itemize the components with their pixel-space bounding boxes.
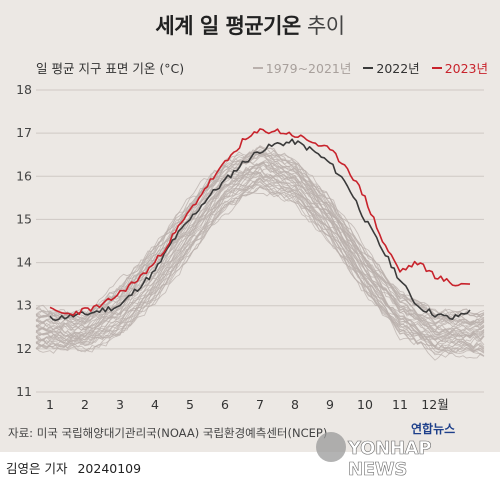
x-tick-label: 4 [151, 397, 159, 412]
legend-label-historical: 1979~2021년 [265, 61, 352, 76]
x-tick-label: 2 [81, 397, 89, 412]
logo-circle-icon [316, 432, 346, 462]
historical-line [35, 161, 485, 338]
logo-english: YONHAP NEWS [348, 438, 432, 480]
historical-line [35, 145, 485, 324]
yonhap-logo: 연합뉴스 YONHAP NEWS [316, 418, 494, 480]
chart-card [0, 0, 500, 452]
historical-line [35, 179, 485, 348]
x-tick-label: 6 [221, 397, 229, 412]
historical-line [35, 164, 485, 338]
historical-line [35, 181, 485, 354]
logo-korean: 연합뉴스 [411, 422, 456, 436]
x-tick-label: 3 [116, 397, 124, 412]
legend: 1979~2021년 2022년 2023년 [252, 58, 488, 77]
x-tick-label: 5 [186, 397, 194, 412]
legend-label-2023: 2023년 [444, 61, 488, 76]
series-2023-line [49, 128, 471, 317]
historical-line [35, 176, 485, 350]
x-tick-label: 11 [392, 397, 408, 412]
y-tick-label: 11 [16, 384, 32, 399]
y-tick-label: 18 [16, 82, 32, 97]
byline-author: 김영은 기자 [6, 461, 68, 476]
historical-line [35, 145, 485, 320]
legend-item-2023: 2023년 [431, 58, 488, 77]
byline-date: 20240109 [77, 461, 142, 476]
y-tick-label: 12 [16, 341, 32, 356]
chart-title: 세계 일 평균기온 추이 [0, 10, 500, 40]
x-tick-label: 12월 [421, 397, 448, 412]
series-2022-line [49, 138, 471, 322]
legend-swatch-historical [252, 66, 263, 69]
legend-swatch-2023 [431, 66, 442, 69]
x-tick-label: 9 [326, 397, 334, 412]
y-tick-label: 14 [16, 255, 32, 270]
x-tick-label: 8 [291, 397, 299, 412]
y-tick-label: 13 [16, 298, 32, 313]
legend-label-2022: 2022년 [376, 61, 420, 76]
byline: 김영은 기자 20240109 [6, 458, 141, 477]
historical-line [35, 180, 485, 352]
title-sub: 추이 [306, 14, 345, 38]
legend-item-2022: 2022년 [363, 58, 420, 77]
y-axis-label: 일 평균 지구 표면 기온 (°C) [36, 61, 185, 76]
x-tick-label: 10 [357, 397, 373, 412]
y-tick-label: 15 [16, 211, 32, 226]
source-note: 자료: 미국 국립해양대기관리국(NOAA) 국립환경예측센터(NCEP) [8, 426, 328, 440]
y-tick-label: 16 [16, 168, 32, 183]
x-tick-label: 1 [46, 397, 54, 412]
legend-swatch-2022 [363, 66, 374, 69]
historical-line [35, 147, 485, 319]
title-main: 세계 일 평균기온 [155, 14, 301, 38]
historical-line [35, 184, 485, 351]
y-tick-label: 17 [16, 125, 32, 140]
x-tick-label: 7 [256, 397, 264, 412]
legend-item-historical: 1979~2021년 [252, 58, 352, 77]
historical-line [35, 186, 485, 358]
historical-line [35, 165, 485, 343]
